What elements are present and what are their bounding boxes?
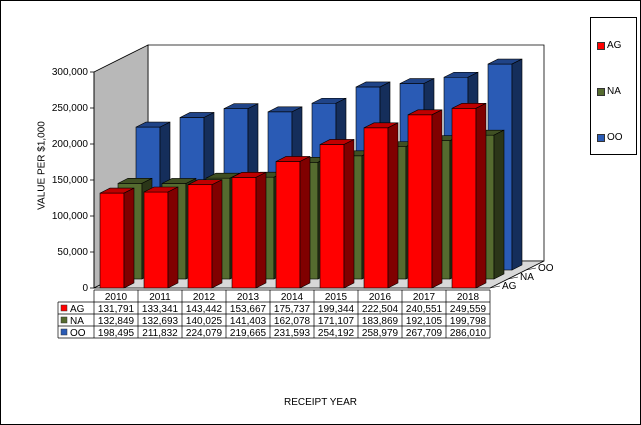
depth-tick bbox=[489, 285, 501, 289]
table-value: 175,737 bbox=[274, 304, 311, 315]
y-axis-label: VALUE PER $1,000 bbox=[36, 121, 48, 210]
x-tick-label: 2015 bbox=[325, 292, 348, 303]
legend-swatch-na bbox=[597, 87, 605, 96]
legend-item: OO bbox=[597, 132, 623, 143]
table-value: 183,869 bbox=[362, 316, 399, 327]
table-value: 171,107 bbox=[318, 316, 355, 327]
legend-swatch-ag bbox=[597, 41, 605, 50]
x-tick-label: 2017 bbox=[413, 292, 436, 303]
y-tick-label: 200,000 bbox=[52, 139, 89, 150]
table-value: 199,798 bbox=[450, 316, 487, 327]
legend-swatch-oo bbox=[597, 133, 605, 142]
table-series-label: AG bbox=[70, 304, 85, 315]
x-axis-label: RECEIPT YEAR bbox=[284, 397, 357, 408]
table-value: 192,105 bbox=[406, 316, 443, 327]
bar-ag bbox=[187, 179, 223, 289]
y-tick-label: 50,000 bbox=[57, 247, 88, 258]
table-value: 224,079 bbox=[186, 328, 223, 339]
table-value: 199,344 bbox=[318, 304, 355, 315]
depth-label: OO bbox=[538, 263, 554, 274]
y-tick-label: 0 bbox=[82, 283, 88, 294]
bar-ag bbox=[363, 122, 399, 289]
y-tick-label: 300,000 bbox=[52, 67, 89, 78]
legend-label: AG bbox=[607, 40, 622, 51]
table-key-swatch bbox=[60, 316, 68, 324]
x-tick-label: 2016 bbox=[369, 292, 392, 303]
depth-label: NA bbox=[520, 272, 534, 283]
table-value: 211,832 bbox=[142, 328, 178, 339]
table-value: 133,341 bbox=[142, 304, 179, 315]
table-series-label: OO bbox=[70, 328, 86, 339]
chart-legend: AG NA OO bbox=[590, 17, 637, 155]
x-tick-label: 2010 bbox=[105, 292, 128, 303]
legend-item: AG bbox=[597, 40, 621, 51]
table-value: 140,025 bbox=[186, 316, 223, 327]
depth-label: AG bbox=[502, 281, 517, 292]
y-tick-label: 150,000 bbox=[52, 175, 89, 186]
legend-label: OO bbox=[607, 132, 623, 143]
x-tick-label: 2014 bbox=[281, 292, 304, 303]
table-value: 286,010 bbox=[450, 328, 487, 339]
table-value: 162,078 bbox=[274, 316, 311, 327]
table-key-swatch bbox=[60, 304, 68, 312]
table-value: 131,791 bbox=[98, 304, 135, 315]
table-value: 132,693 bbox=[142, 316, 179, 327]
legend-label: NA bbox=[607, 86, 621, 97]
y-tick-label: 250,000 bbox=[52, 103, 89, 114]
table-value: 240,551 bbox=[406, 304, 443, 315]
depth-tick bbox=[507, 276, 519, 280]
table-series-label: NA bbox=[70, 316, 84, 327]
table-value: 267,709 bbox=[406, 328, 443, 339]
table-value: 143,442 bbox=[186, 304, 223, 315]
table-value: 198,495 bbox=[98, 328, 135, 339]
bar-ag bbox=[275, 155, 311, 289]
bar-ag bbox=[99, 187, 135, 289]
table-value: 153,667 bbox=[230, 304, 267, 315]
table-value: 132,849 bbox=[98, 316, 135, 327]
x-tick-label: 2018 bbox=[457, 292, 480, 303]
table-value: 254,192 bbox=[318, 328, 355, 339]
bar-ag bbox=[143, 186, 179, 289]
table-value: 141,403 bbox=[230, 316, 267, 327]
bar-ag bbox=[451, 102, 487, 289]
bar-ag bbox=[319, 138, 355, 289]
legend-item: NA bbox=[597, 86, 621, 97]
depth-tick bbox=[525, 267, 537, 271]
table-value: 249,559 bbox=[450, 304, 487, 315]
x-tick-label: 2012 bbox=[193, 292, 216, 303]
table-value: 222,504 bbox=[362, 304, 399, 315]
x-tick-label: 2013 bbox=[237, 292, 260, 303]
x-tick-label: 2011 bbox=[149, 292, 171, 303]
table-value: 258,979 bbox=[362, 328, 399, 339]
y-tick-label: 100,000 bbox=[52, 211, 89, 222]
bar-ag bbox=[231, 171, 267, 289]
table-key-swatch bbox=[60, 328, 68, 336]
table-value: 231,593 bbox=[274, 328, 311, 339]
bar-ag bbox=[407, 109, 443, 289]
table-value: 219,665 bbox=[230, 328, 267, 339]
